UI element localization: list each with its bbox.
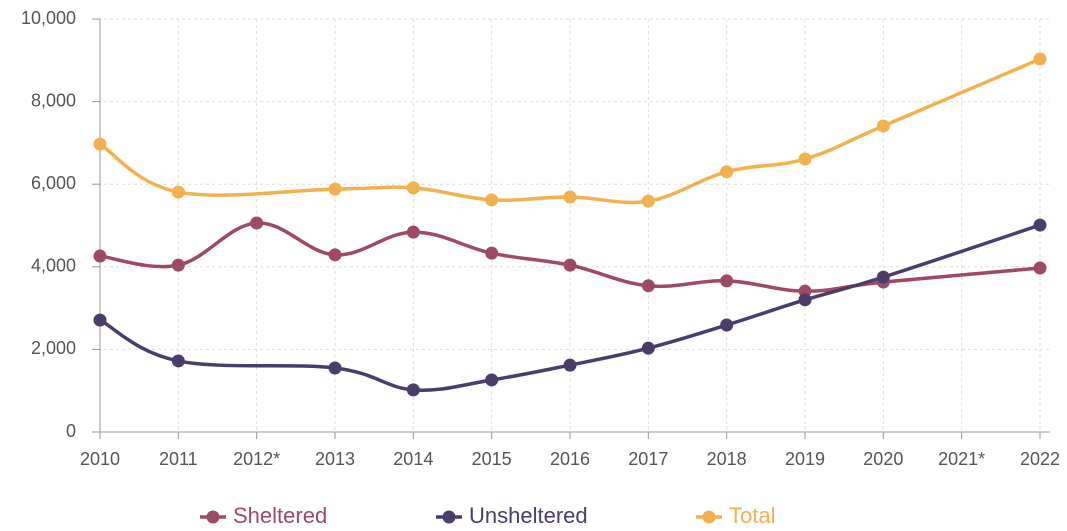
data-point [485, 193, 499, 207]
data-point [171, 354, 185, 368]
y-tick-label: 8,000 [31, 90, 76, 110]
data-point [93, 249, 107, 263]
x-tick-label: 2018 [707, 449, 747, 469]
data-point [93, 313, 107, 327]
data-point [876, 119, 890, 133]
x-tick-label: 2015 [472, 449, 512, 469]
legend-swatch [206, 510, 220, 524]
data-point [328, 361, 342, 375]
y-tick-label: 0 [66, 421, 76, 441]
legend-swatch [702, 510, 716, 524]
data-point [1033, 52, 1047, 66]
data-point [485, 373, 499, 387]
data-point [1033, 261, 1047, 275]
data-point [720, 274, 734, 288]
data-point [250, 216, 264, 230]
data-point [328, 248, 342, 262]
x-tick-label: 2012* [233, 449, 280, 469]
y-tick-label: 4,000 [31, 256, 76, 276]
data-point [798, 293, 812, 307]
data-point [563, 258, 577, 272]
series-line [99, 221, 1041, 293]
x-tick-label: 2011 [159, 449, 198, 469]
x-tick-label: 2022 [1020, 449, 1060, 469]
x-tick-label: 2013 [315, 449, 355, 469]
data-point [798, 152, 812, 166]
y-tick-label: 10,000 [21, 8, 76, 28]
data-point [1033, 218, 1047, 232]
data-point [563, 190, 577, 204]
x-tick-label: 2010 [80, 449, 120, 469]
data-point [171, 185, 185, 199]
x-tick-label: 2014 [393, 449, 433, 469]
x-tick-label: 2016 [550, 449, 590, 469]
data-point [641, 341, 655, 355]
data-point [876, 270, 890, 284]
data-point [93, 137, 107, 151]
x-tick-label: 2021* [938, 449, 985, 469]
data-point [641, 279, 655, 293]
legend-swatch [442, 510, 456, 524]
legend-label: Unsheltered [469, 503, 588, 528]
data-point [485, 246, 499, 260]
data-point [406, 383, 420, 397]
legend-label: Total [729, 503, 775, 528]
y-tick-label: 6,000 [31, 173, 76, 193]
data-point [171, 258, 185, 272]
x-tick-label: 2020 [863, 449, 903, 469]
data-point [720, 318, 734, 332]
data-point [406, 225, 420, 239]
x-tick-label: 2017 [628, 449, 668, 469]
data-point [328, 182, 342, 196]
x-tick-label: 2019 [785, 449, 825, 469]
data-point [641, 194, 655, 208]
data-point [406, 181, 420, 195]
data-point [563, 358, 577, 372]
data-point [720, 165, 734, 179]
legend-label: Sheltered [233, 503, 327, 528]
y-tick-label: 2,000 [31, 338, 76, 358]
